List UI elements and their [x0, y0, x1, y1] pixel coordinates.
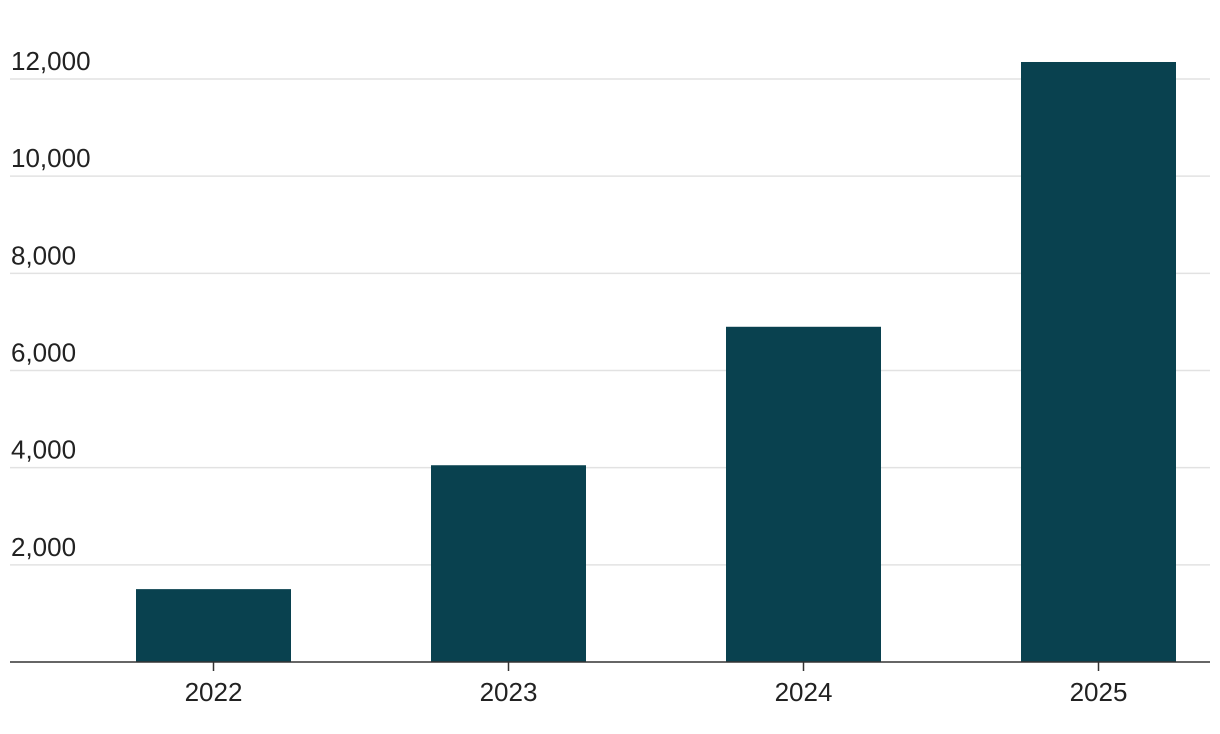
- gridlines: [10, 78, 1210, 566]
- x-tick-label: 2023: [480, 677, 538, 707]
- y-tick-label: 8,000: [11, 240, 76, 270]
- y-tick-label: 12,000: [11, 46, 91, 76]
- y-tick-labels: 2,000 4,000 6,000 8,000 10,000 12,000: [11, 46, 91, 562]
- y-tick-label: 10,000: [11, 143, 91, 173]
- x-tick-label: 2025: [1070, 677, 1128, 707]
- x-tick-label: 2024: [775, 677, 833, 707]
- bar-2025: [1021, 61, 1176, 662]
- bar-2022: [136, 589, 291, 662]
- bars: [136, 61, 1176, 662]
- x-axis: [10, 661, 1210, 671]
- y-tick-label: 4,000: [11, 435, 76, 465]
- bar-2024: [726, 326, 881, 662]
- y-tick-label: 2,000: [11, 532, 76, 562]
- bar-2023: [431, 465, 586, 662]
- x-tick-labels: 2022 2023 2024 2025: [185, 677, 1128, 707]
- y-tick-label: 6,000: [11, 338, 76, 368]
- x-tick-label: 2022: [185, 677, 243, 707]
